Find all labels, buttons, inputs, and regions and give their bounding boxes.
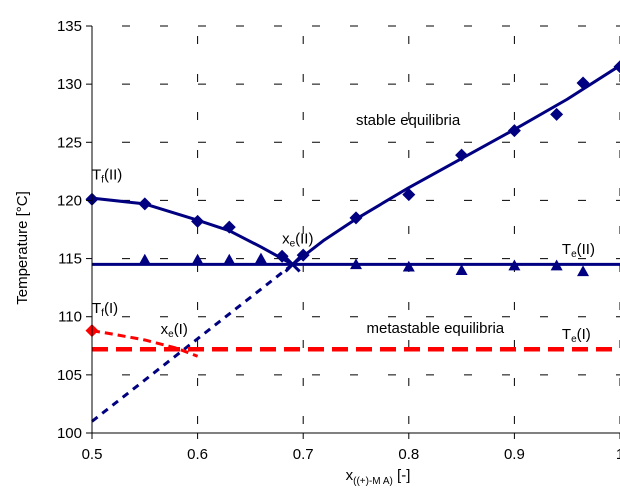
diamond-marker-0.75 <box>349 211 363 225</box>
y-tick-label-100: 100 <box>57 425 82 442</box>
annotations: stable equilibria metastable equilibria Tf… <box>92 112 595 345</box>
triangle-marker-0.9 <box>508 259 521 271</box>
triangle-marker-0.63 <box>223 253 236 265</box>
axes <box>86 25 620 439</box>
diamond-marker-0.55 <box>138 197 152 211</box>
diamond-marker-1 <box>613 60 620 74</box>
annotation-xe2: xe(II) <box>282 230 313 249</box>
diamond-marker-0.63 <box>222 220 236 234</box>
triangle-marker-0.66 <box>254 252 267 264</box>
x-tick-label-1: 1 <box>616 446 620 463</box>
diamond-marker-0.965 <box>576 76 590 90</box>
annotation-tf2: Tf(II) <box>92 166 122 185</box>
series-markers <box>85 60 620 338</box>
x-tick-label-0.6: 0.6 <box>187 446 208 463</box>
y-axis-label: Temperature [°C] <box>14 191 31 305</box>
x-tick-label-0.8: 0.8 <box>398 446 419 463</box>
x-tick-label-0.5: 0.5 <box>82 446 103 463</box>
triangle-marker-0.85 <box>455 264 468 275</box>
series-line-navy-solid-curve <box>91 64 620 266</box>
annotation-xe1: xe(I) <box>161 321 188 340</box>
x-axis-label-unit: [-] <box>393 467 411 484</box>
diamond-marker-0.94 <box>550 107 564 121</box>
annotation-stable: stable equilibria <box>356 112 461 129</box>
annotation-tf1: Tf(I) <box>92 300 118 319</box>
triangle-marker-0.965 <box>577 265 590 277</box>
y-tick-label-115: 115 <box>58 251 82 268</box>
diamond-marker-0.8 <box>402 188 416 202</box>
triangle-marker-0.8 <box>402 260 415 272</box>
annotation-te2: Te(II) <box>562 241 595 260</box>
y-tick-label-125: 125 <box>57 134 82 151</box>
x-axis-label-sub: ((+)-M A) <box>353 476 393 487</box>
diamond-marker-0.6 <box>191 214 205 228</box>
y-tick-label-105: 105 <box>57 367 82 384</box>
annotation-te1: Te(I) <box>562 326 591 345</box>
y-tick-label-110: 110 <box>58 309 82 326</box>
diamond-marker-0.9 <box>507 124 521 138</box>
tick-labels: 100 105 110 115 120 125 130 135 0.5 0.6 0.7 0.8 0.9 1 <box>57 18 620 463</box>
x-tick-label-0.7: 0.7 <box>293 446 314 463</box>
series-line-red-dashed-curve <box>91 329 199 358</box>
x-tick-label-0.9: 0.9 <box>504 446 525 463</box>
triangle-marker-0.6 <box>191 253 204 265</box>
x-axis-label: x((+)-M A) [-] <box>346 467 411 487</box>
y-tick-label-120: 120 <box>57 192 82 209</box>
annotation-metastable: metastable equilibria <box>367 320 505 337</box>
y-tick-label-135: 135 <box>57 18 82 35</box>
y-tick-label-130: 130 <box>57 76 82 93</box>
diamond-marker-0.85 <box>455 148 469 162</box>
x-marker-0.69 <box>284 256 301 273</box>
triangle-marker-0.55 <box>138 253 151 265</box>
grid-lines <box>92 25 620 433</box>
diamond-marker-0.68 <box>275 249 289 263</box>
x-axis-label-main: x <box>346 467 354 484</box>
series-line-navy-dashed-line <box>91 263 294 423</box>
triangle-marker-0.94 <box>550 259 563 271</box>
triangle-marker-0.75 <box>350 258 362 270</box>
